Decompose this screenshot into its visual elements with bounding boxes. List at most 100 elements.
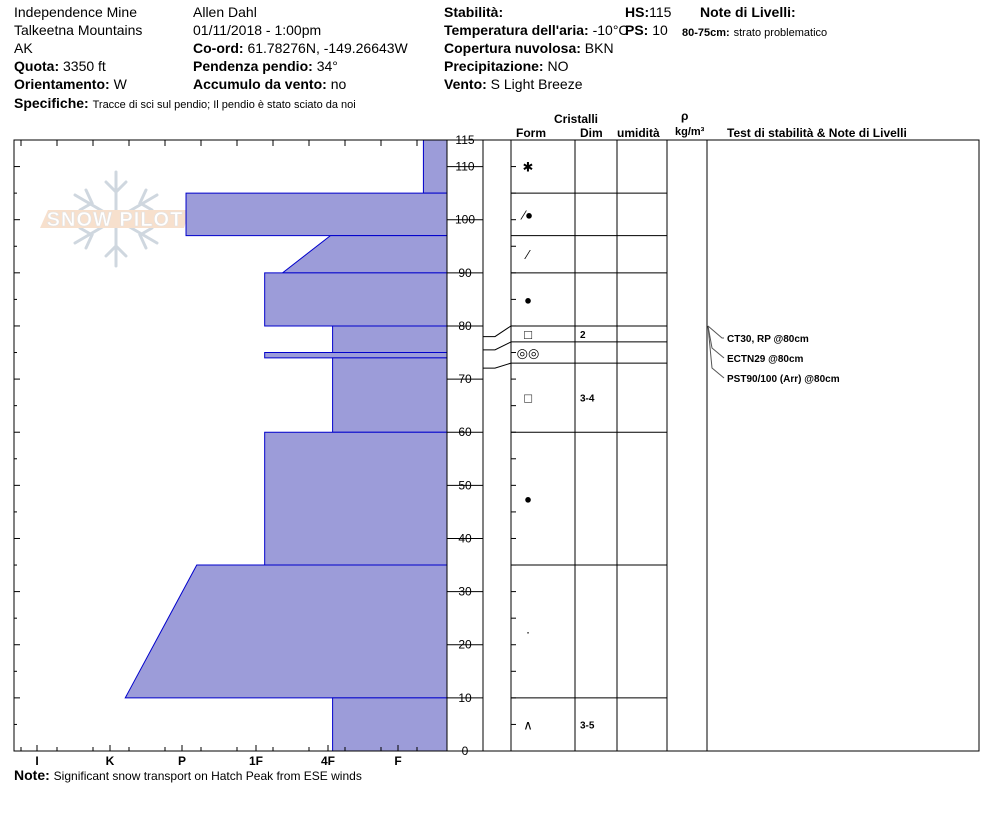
stability-test-1: ECTN29 @80cm [727,354,804,365]
hardness-layer-8 [124,564,448,699]
mountain-range: Talkeetna Mountains [14,22,143,38]
note-row: Note: Significant snow transport on Hatc… [14,767,362,784]
cloud-row: Copertura nuvolosa: BKN [444,40,614,56]
slope-label: Pendenza pendio: [193,58,313,74]
depth-tick-label-115: 115 [455,133,474,147]
wind-loading-row: Accumulo da vento: no [193,76,346,92]
air-temp-label: Temperatura dell'aria: [444,22,589,38]
depth-tick-label-70: 70 [458,372,472,386]
hardness-profile [124,139,448,752]
aspect-label: Orientamento: [14,76,110,92]
thin-layer-connector-2 [483,362,512,369]
precip-label: Precipitazione: [444,58,544,74]
watermark-text: SNOW PILOT [47,209,184,231]
size-header: Dim [580,126,603,140]
grain-layers: ✱⁄●⁄●□ 2◎◎□ 3-4●·∧ 3-5 [517,160,595,733]
stability-label: Stabilità: [444,4,504,20]
snowpilot-watermark: SNOW PILOT [40,170,190,268]
tests-header: Test di stabilità & Note di Livelli [727,126,907,140]
stability-test-arrow-1 [707,325,725,359]
slope-row: Pendenza pendio: 34° [193,58,338,74]
observation-datetime: 01/11/2018 - 1:00pm [193,22,322,38]
hardness-label-K: K [106,754,115,768]
thin-layer-connector-1 [483,341,512,351]
specifics-row: Specifiche: Tracce di sci sul pendio; Il… [14,95,356,113]
hs-label: HS: [625,4,650,20]
depth-tick-label-80: 80 [458,319,472,333]
aspect-row: Orientamento: W [14,76,127,92]
state: AK [14,40,33,56]
air-temp-value: -10°C [592,22,629,38]
hardness-layer-5 [264,352,448,359]
elevation-value: 3350 ft [63,58,106,74]
coordinates-row: Co-ord: 61.78276N, -149.26643W [193,40,408,56]
grain-size-9: 3-5 [580,720,595,731]
note-text: Significant snow transport on Hatch Peak… [53,769,362,783]
hardness-label-1F: 1F [249,754,263,768]
hardness-label-F: F [394,754,401,768]
stability-test-2: PST90/100 (Arr) @80cm [727,374,840,385]
rho-header: ρ [681,109,689,123]
depth-tick-label-20: 20 [458,638,472,652]
hardness-layer-3 [264,272,448,327]
depth-tick-label-30: 30 [458,585,472,599]
stability-tests: CT30, RP @80cm ECTN29 @80cm PST90/100 (Arr… [707,325,840,385]
hardness-layer-1 [185,192,448,237]
grain-form-4: □ [524,327,532,342]
depth-tick-label-60: 60 [458,425,472,439]
layer-table-frame [482,139,980,752]
grain-form-0: ✱ [523,160,534,175]
hardness-layer-6 [332,357,448,433]
depth-tick-label-10: 10 [458,691,472,705]
crystals-header: Cristalli [554,112,599,126]
elevation-label: Quota: [14,58,60,74]
coord-label: Co-ord: [193,40,244,56]
watermark-banner [40,210,190,228]
ps-label: PS: [625,22,649,38]
depth-tick-label-100: 100 [455,213,475,227]
hardness-label-I: I [35,754,38,768]
slope-value: 34° [316,58,338,74]
wind-label: Vento: [444,76,487,92]
form-header: Form [516,126,546,140]
hs-value: 115 [649,4,672,20]
stability-test-arrow-0 [707,325,724,339]
precip-row: Precipitazione: NO [444,58,568,74]
hardness-label-P: P [178,754,186,768]
elevation-row: Quota: 3350 ft [14,58,106,74]
grain-form-9: ∧ [523,717,533,732]
grain-form-5: ◎◎ [517,346,540,361]
cloud-value: BKN [584,40,614,56]
grain-size-4: 2 [580,330,586,341]
depth-axis: 0 10 20 30 40 50 60 70 80 90 100 110 115 [14,133,516,758]
hardness-layer-0 [422,139,448,194]
layer-note-row: 80-75cm: strato problematico [682,23,827,41]
hardness-axis: I K P 1F 4F F [20,745,418,768]
grain-form-7: ● [524,492,532,507]
specifics-value: Tracce di sci sul pendio; Il pendio è st… [92,99,356,111]
specifics-label: Specifiche: [14,95,89,111]
cloud-label: Copertura nuvolosa: [444,40,581,56]
layer-note-depth: 80-75cm: [682,27,730,39]
density-unit-header: kg/m³ [675,126,705,138]
air-temp-row: Temperatura dell'aria: -10°C [444,22,629,38]
grain-form-3: ● [524,292,532,307]
aspect-value: W [113,76,127,92]
ps-row: PS: 10 [625,22,668,38]
note-label: Note: [14,767,50,783]
grain-form-8: · [526,624,530,639]
hardness-top-ticks [20,140,418,146]
wind-value: S Light Breeze [490,76,583,92]
stability-test-arrow-2 [707,325,725,379]
hardness-layer-4 [332,325,448,354]
depth-tick-label-90: 90 [458,266,472,280]
wind-loading-label: Accumulo da vento: [193,76,327,92]
precip-value: NO [547,58,569,74]
thin-layer-connector-0 [483,325,512,338]
layer-note-text: strato problematico [733,27,828,39]
grain-size-6: 3-4 [580,394,595,405]
observer-name: Allen Dahl [193,4,257,20]
hardness-layer-9 [332,697,448,752]
grain-form-2: ⁄ [524,247,531,262]
